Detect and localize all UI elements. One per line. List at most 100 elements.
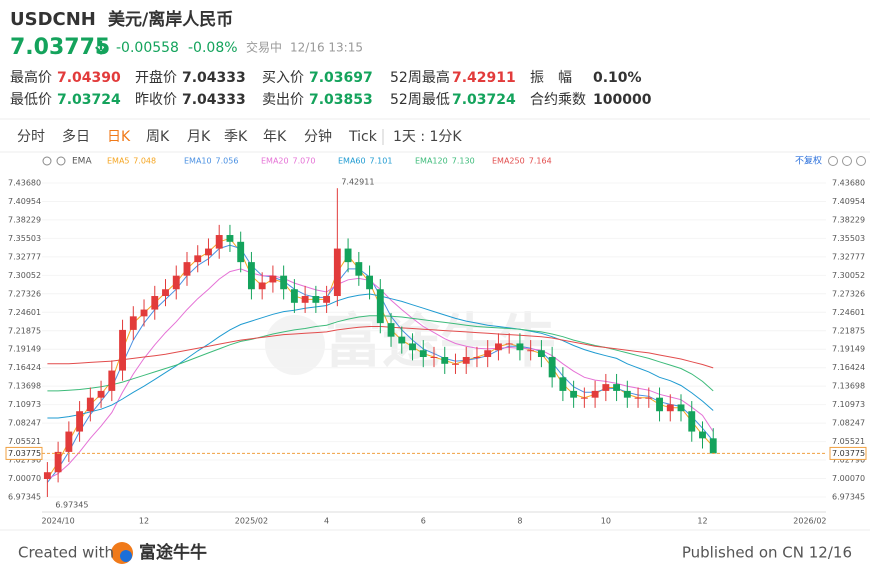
candle-body [129,316,137,330]
candle-body [162,289,169,297]
y-tick-label: 7.24601 [8,308,41,317]
settings-icon[interactable] [42,156,52,166]
y-tick-label: 7.43680 [832,178,865,187]
candle-body [419,350,427,358]
price: 7.03775 [10,35,110,60]
candle-body [699,431,706,439]
candle-body [344,248,352,263]
stat-value: 7.03853 [309,92,373,108]
y-tick-label: 7.00070 [832,474,865,483]
adjust-mode[interactable]: 不复权 [795,155,822,167]
x-tick-label: 2024/10 [41,517,74,526]
legend-value: 7.048 [133,157,156,166]
tab[interactable]: 周K [146,129,170,145]
created-with: Created with [18,544,114,562]
y-tick-label: 7.35503 [8,234,41,243]
low-label: 6.97345 [55,500,88,509]
candle-body [86,397,94,412]
candle-body [269,275,277,283]
candle-body [151,296,159,310]
candle-body [65,431,73,452]
status: 交易中 [246,40,282,55]
candle-body [591,390,599,398]
zoom-out[interactable] [828,156,838,166]
tab[interactable]: 日K [107,129,131,145]
close-icon[interactable] [56,156,66,166]
legend-value: 7.056 [216,157,239,166]
stat-value: 7.04333 [182,70,246,86]
candle-body [527,350,535,352]
price-label-bg [829,446,867,460]
indicator[interactable]: EMA [72,157,92,167]
y-tick-label: 7.24601 [832,308,865,317]
y-tick-label: 7.35503 [832,234,865,243]
stat-label: 振 幅 [530,70,572,86]
y-tick-label: 7.32777 [8,252,41,261]
tab[interactable]: 1天 : 1分K [393,129,462,145]
candle-body [441,357,449,364]
y-tick-label: 7.40954 [832,197,865,206]
tab[interactable]: 分钟 [304,128,332,145]
legend-value: 7.070 [293,157,316,166]
legend-name: EMA20 [261,157,289,166]
y-tick-label: 7.19149 [8,345,41,354]
y-tick-label: 7.19149 [832,345,865,354]
candle-body [366,275,373,290]
stat-value: 7.03697 [309,70,373,86]
stat-label: 合约乘数 [530,92,586,108]
y-tick-label: 7.16424 [8,363,41,372]
candle-body [205,248,212,256]
candle-body [505,343,513,345]
y-tick-label: 7.27326 [832,289,865,298]
candle-body [140,309,148,317]
candle-body [194,255,202,263]
candle-body [76,411,84,432]
legend-name: EMA10 [184,157,212,166]
candle-body [54,451,62,473]
tab[interactable]: 多日 [62,128,90,145]
price-label: 7.03775 [8,449,41,458]
y-tick-label: 7.21875 [832,326,865,335]
legend-name: EMA250 [492,157,525,166]
tab[interactable]: 季K [224,129,248,145]
x-tick-label: 12 [139,517,149,526]
candle-body [623,390,631,398]
stat-label: 52周最低 [390,92,450,108]
x-tick-label: 8 [517,517,522,526]
candle-body [645,397,653,399]
brand-logo-inner [120,550,132,562]
y-tick-label: 6.97345 [832,492,865,501]
candle-body [183,262,191,276]
candle-body [709,438,717,454]
candle-body [237,241,245,263]
y-tick-label: 7.16424 [832,363,865,372]
down-arrow [95,41,107,55]
x-tick-label: 10 [601,517,611,526]
tab[interactable]: Tick [348,129,378,145]
legend-name: EMA5 [107,157,130,166]
tab[interactable]: 分时 [17,129,45,145]
candle-body [247,262,255,290]
y-tick-label: 7.27326 [8,289,41,298]
x-tick-label: 2026/02 [793,517,826,526]
help-icon[interactable] [856,156,866,166]
legend-value: 7.164 [529,157,552,166]
instrument-name: 美元/离岸人民币 [108,9,233,30]
y-tick-label: 7.40954 [8,197,41,206]
candle-body [613,384,621,391]
candle-body [290,289,298,303]
tab[interactable]: 年K [263,129,287,145]
tab[interactable]: 月K [187,129,211,145]
zoom-in[interactable] [842,156,852,166]
candle-body [484,350,492,358]
legend-name: EMA120 [415,157,448,166]
stat-value: 7.03724 [452,92,516,108]
brand: 富途牛牛 [139,542,207,563]
candle-body [677,404,685,412]
stat-label: 昨收价 [135,92,177,108]
candle-body [312,296,320,303]
y-tick-label: 7.10973 [8,400,41,409]
candle-body [387,323,395,337]
x-tick-label: 4 [324,517,329,526]
